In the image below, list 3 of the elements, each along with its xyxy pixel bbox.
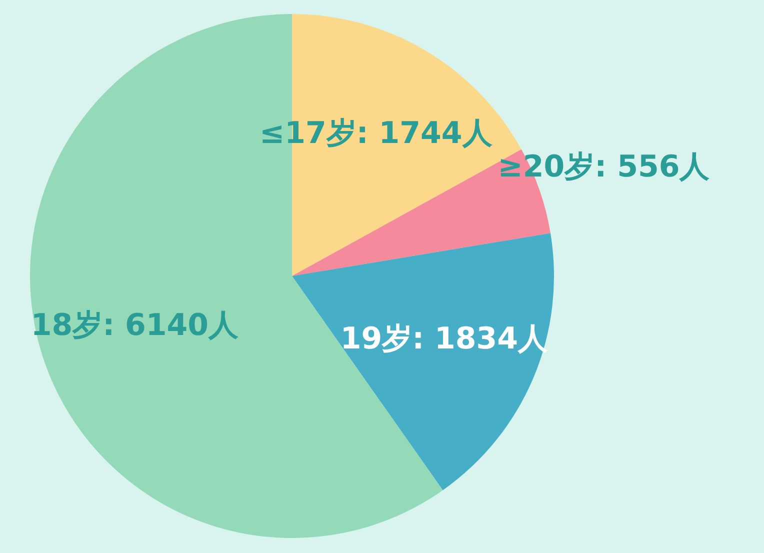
pie-slice <box>292 233 554 490</box>
slice-label: ≤17岁: 1744人 <box>259 116 494 151</box>
slice-label: 18岁: 6140人 <box>30 308 240 343</box>
